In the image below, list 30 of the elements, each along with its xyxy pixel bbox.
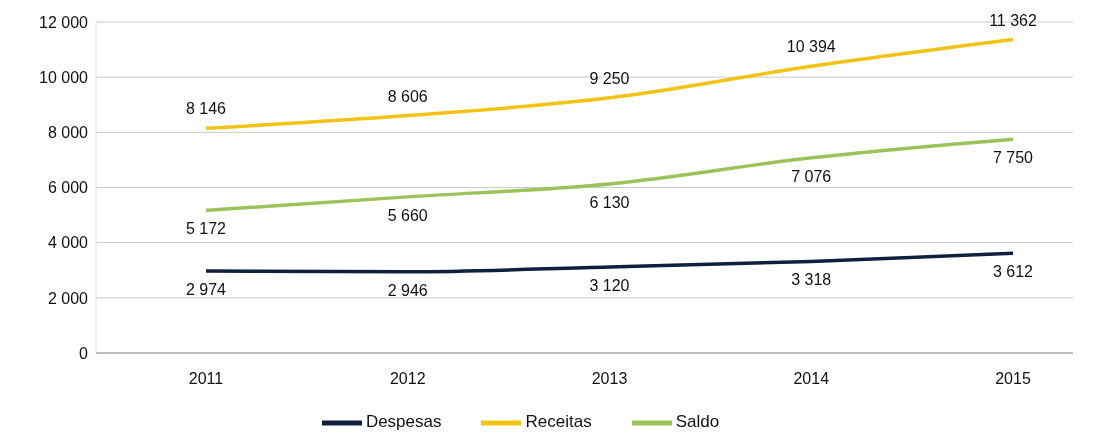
data-label: 9 250	[589, 69, 630, 87]
data-label: 7 750	[992, 149, 1034, 167]
data-label: 3 318	[791, 271, 832, 289]
data-label: 6 130	[589, 193, 630, 211]
y-tick-label: 10 000	[39, 68, 89, 86]
data-label: 3 612	[992, 263, 1034, 281]
data-label: 7 076	[791, 167, 832, 185]
data-label: 5 660	[387, 206, 428, 224]
data-label: 2 946	[387, 281, 428, 299]
legend-label: Receitas	[525, 412, 592, 432]
data-label: 8 606	[387, 87, 428, 105]
legend-label: Despesas	[365, 412, 442, 432]
x-tick-label: 2014	[793, 370, 830, 388]
data-label: 10 394	[786, 38, 836, 56]
x-tick-label: 2015	[995, 370, 1031, 388]
x-tick-label: 2011	[188, 370, 224, 388]
legend-label: Saldo	[675, 412, 720, 432]
data-label: 5 172	[185, 220, 227, 238]
data-label: 2 974	[185, 280, 227, 298]
y-tick-label: 2 000	[47, 289, 89, 307]
x-tick-label: 2013	[591, 370, 628, 388]
data-label: 8 146	[185, 100, 227, 118]
y-tick-label: 8 000	[47, 124, 89, 142]
x-tick-label: 2012	[389, 370, 426, 388]
y-tick-label: 4 000	[47, 234, 89, 252]
y-tick-label: 6 000	[47, 179, 89, 197]
y-tick-label: 0	[79, 344, 89, 362]
data-label: 3 120	[589, 276, 630, 294]
y-tick-label: 12 000	[39, 13, 89, 31]
data-label: 11 362	[989, 11, 1037, 29]
